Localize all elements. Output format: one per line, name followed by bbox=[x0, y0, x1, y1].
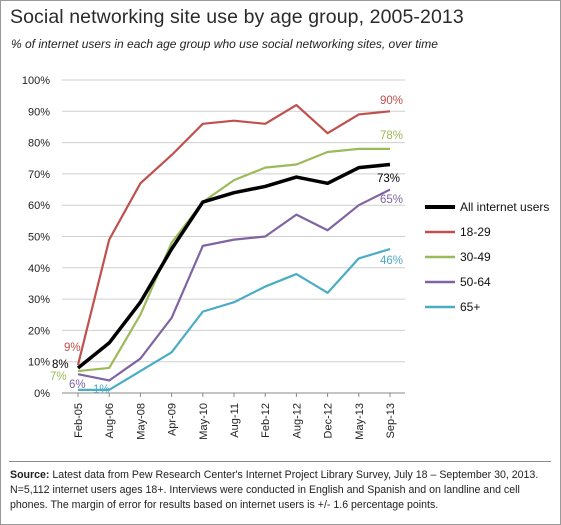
end-label-50-64: 65% bbox=[380, 194, 403, 206]
series-line-65- bbox=[78, 247, 391, 391]
start-label-30-49: 7% bbox=[50, 371, 67, 383]
chart-subtitle: % of internet users in each age group wh… bbox=[11, 37, 438, 51]
legend-label-50-64: 50-64 bbox=[460, 275, 491, 289]
footnote-divider bbox=[9, 461, 551, 462]
series-line-50-64 bbox=[77, 188, 391, 382]
end-label-18-29: 90% bbox=[380, 95, 403, 107]
y-tick-label: 40% bbox=[28, 263, 50, 275]
series-line-18-29 bbox=[76, 103, 391, 366]
series-line-all-internet-users bbox=[76, 162, 391, 370]
legend-label-65-: 65+ bbox=[460, 300, 480, 314]
y-tick-label: 20% bbox=[28, 325, 50, 337]
legend-label-18-29: 18-29 bbox=[460, 225, 491, 239]
x-tick-label: May-08 bbox=[135, 403, 147, 440]
y-tick-label: 10% bbox=[28, 357, 50, 369]
legend-label-30-49: 30-49 bbox=[460, 250, 491, 264]
x-tick-label: May-13 bbox=[354, 403, 366, 440]
x-tick-label: Aug-11 bbox=[229, 403, 241, 438]
x-tick-label: Sep-13 bbox=[385, 403, 397, 438]
chart-title: Social networking site use by age group,… bbox=[10, 6, 464, 28]
start-label-18-29: 9% bbox=[64, 342, 81, 354]
y-tick-label: 100% bbox=[22, 75, 50, 87]
end-label-all-internet-users: 73% bbox=[377, 173, 400, 185]
x-tick-label: May-10 bbox=[198, 403, 210, 440]
y-tick-label: 0% bbox=[34, 388, 50, 400]
line-chart: 0% 10% 20% 30% 40% 50% 60% 70% 80% 90% 100% Feb-05 A… bbox=[22, 75, 550, 440]
x-tick-label: Aug-06 bbox=[104, 403, 116, 438]
y-tick-label: 80% bbox=[28, 138, 50, 150]
x-tick-label: Aug-12 bbox=[291, 403, 303, 438]
end-label-65-: 46% bbox=[380, 255, 403, 267]
x-tick-label: Feb-05 bbox=[73, 403, 85, 438]
x-tick-label: Feb-12 bbox=[260, 403, 272, 438]
y-tick-label: 60% bbox=[28, 200, 50, 212]
x-tick-label: Dec-12 bbox=[323, 403, 335, 438]
x-tick-label: Apr-09 bbox=[167, 403, 179, 436]
y-tick-label: 30% bbox=[28, 294, 50, 306]
y-tick-label: 90% bbox=[28, 106, 50, 118]
series-line-30-49 bbox=[77, 147, 390, 373]
source-note: Source: Latest data from Pew Research Ce… bbox=[10, 468, 555, 512]
start-label-all-internet-users: 8% bbox=[52, 359, 69, 371]
source-label: Source: bbox=[10, 469, 50, 481]
y-tick-label: 70% bbox=[28, 169, 50, 181]
start-label-65-: 1% bbox=[93, 384, 110, 396]
legend-label-all-internet-users: All internet users bbox=[460, 200, 549, 214]
y-tick-label: 50% bbox=[28, 232, 50, 244]
start-label-50-64: 6% bbox=[69, 379, 86, 391]
source-text: Latest data from Pew Research Center's I… bbox=[10, 469, 539, 511]
end-label-30-49: 78% bbox=[380, 130, 403, 142]
